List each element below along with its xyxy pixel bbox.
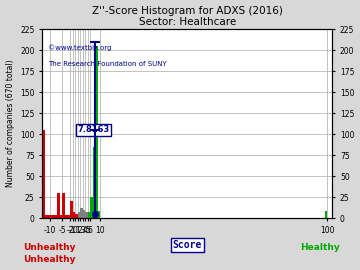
Bar	[82, 210, 85, 218]
Bar	[325, 211, 327, 218]
Bar	[90, 197, 93, 218]
Bar	[47, 215, 50, 218]
Y-axis label: Number of companies (670 total): Number of companies (670 total)	[5, 60, 14, 187]
Bar	[42, 130, 45, 218]
Bar	[93, 147, 95, 218]
Text: Unhealthy: Unhealthy	[23, 242, 76, 252]
Bar	[75, 214, 77, 218]
Bar	[62, 193, 65, 218]
Bar	[87, 212, 90, 218]
X-axis label: Score: Score	[172, 240, 202, 250]
Bar	[85, 212, 87, 218]
Text: The Research Foundation of SUNY: The Research Foundation of SUNY	[48, 61, 167, 68]
Text: Healthy: Healthy	[300, 242, 339, 252]
Bar	[67, 215, 70, 218]
Text: 7.8163: 7.8163	[77, 126, 110, 134]
Title: Z''-Score Histogram for ADXS (2016)
Sector: Healthcare: Z''-Score Histogram for ADXS (2016) Sect…	[92, 6, 283, 27]
Bar	[95, 46, 98, 218]
Bar	[72, 212, 75, 218]
Bar	[52, 215, 55, 218]
Bar	[77, 212, 80, 218]
Bar	[50, 215, 52, 218]
Bar	[45, 215, 47, 218]
Text: Unhealthy: Unhealthy	[23, 255, 76, 264]
Bar	[80, 208, 82, 218]
Bar	[55, 215, 57, 218]
Bar	[60, 215, 62, 218]
Bar	[98, 211, 100, 218]
Bar	[70, 201, 72, 218]
Text: ©www.textbiz.org: ©www.textbiz.org	[48, 45, 112, 51]
Bar	[57, 193, 60, 218]
Bar	[65, 215, 67, 218]
